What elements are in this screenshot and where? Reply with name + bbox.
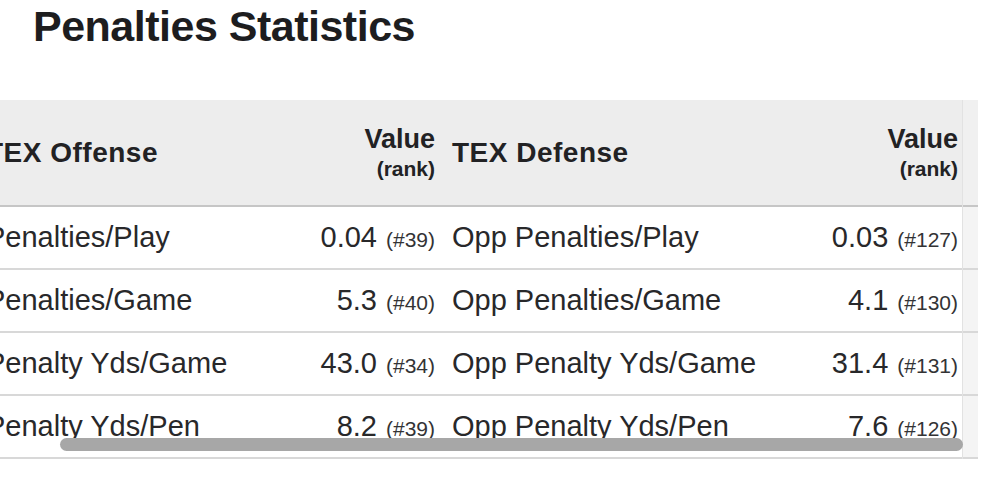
rank-header-label: (rank) bbox=[900, 156, 958, 182]
col-header-offense-value: Value (rank) bbox=[237, 124, 435, 182]
page: Penalties Statistics TEX Offense Value (… bbox=[0, 0, 1000, 483]
offense-stat-rank: (#34) bbox=[386, 354, 435, 378]
offense-stat-value: 43.0 bbox=[321, 347, 377, 380]
defense-stat-rank: (#131) bbox=[897, 354, 958, 378]
stats-table: TEX Offense Value (rank) TEX Defense Val… bbox=[0, 100, 978, 459]
table-row: Penalties/Game 5.3 (#40) Opp Penalties/G… bbox=[0, 270, 978, 333]
offense-stat-label: Penalty Yds/Game bbox=[0, 347, 237, 380]
value-header-label: Value bbox=[887, 124, 958, 154]
offense-stat-value-cell: 5.3 (#40) bbox=[237, 284, 435, 317]
table-row: Penalties/Play 0.04 (#39) Opp Penalties/… bbox=[0, 207, 978, 270]
offense-stat-value-cell: 0.04 (#39) bbox=[237, 221, 435, 254]
defense-stat-value-cell: 4.1 (#130) bbox=[782, 284, 978, 317]
horizontal-scrollbar-thumb[interactable] bbox=[60, 438, 963, 451]
rank-header-label: (rank) bbox=[377, 156, 435, 182]
defense-stat-rank: (#130) bbox=[897, 291, 958, 315]
defense-stat-value: 0.03 bbox=[832, 221, 888, 254]
offense-stat-value: 5.3 bbox=[337, 284, 377, 317]
defense-stat-value-cell: 31.4 (#131) bbox=[782, 347, 978, 380]
defense-stat-label: Opp Penalty Yds/Game bbox=[452, 347, 782, 380]
defense-stat-label: Opp Penalties/Play bbox=[452, 221, 782, 254]
offense-stat-rank: (#40) bbox=[386, 291, 435, 315]
offense-stat-rank: (#39) bbox=[386, 228, 435, 252]
offense-stat-value: 0.04 bbox=[321, 221, 377, 254]
next-column-divider bbox=[962, 100, 963, 459]
defense-stat-label: Opp Penalties/Game bbox=[452, 284, 782, 317]
offense-stat-label: Penalties/Game bbox=[0, 284, 237, 317]
offense-stat-value-cell: 43.0 (#34) bbox=[237, 347, 435, 380]
page-title: Penalties Statistics bbox=[33, 2, 415, 51]
offense-stat-label: Penalties/Play bbox=[0, 221, 237, 254]
table-header-row: TEX Offense Value (rank) TEX Defense Val… bbox=[0, 100, 978, 207]
col-header-defense: TEX Defense bbox=[452, 137, 782, 169]
value-header-label: Value bbox=[364, 124, 435, 154]
col-header-defense-value: Value (rank) bbox=[782, 124, 978, 182]
table-row: Penalty Yds/Game 43.0 (#34) Opp Penalty … bbox=[0, 333, 978, 396]
defense-stat-value: 31.4 bbox=[832, 347, 888, 380]
defense-stat-value-cell: 0.03 (#127) bbox=[782, 221, 978, 254]
defense-stat-rank: (#127) bbox=[897, 228, 958, 252]
defense-stat-value: 4.1 bbox=[848, 284, 888, 317]
col-header-offense: TEX Offense bbox=[0, 137, 237, 169]
